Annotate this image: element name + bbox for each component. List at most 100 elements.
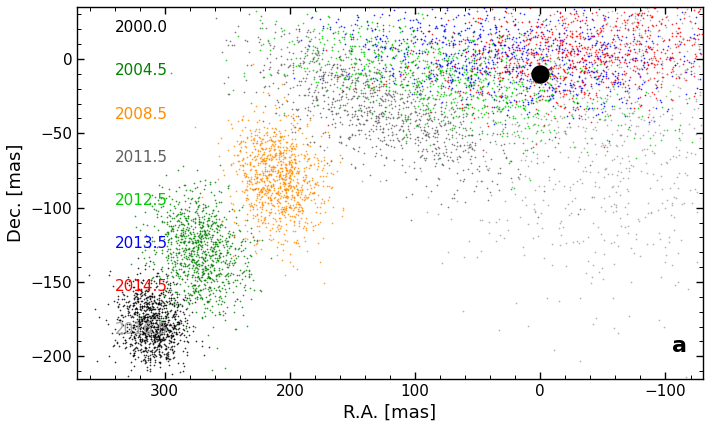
Point xyxy=(474,76,486,83)
Point xyxy=(441,52,452,59)
Point xyxy=(425,187,437,194)
Point xyxy=(358,48,369,55)
Point xyxy=(342,75,354,82)
Point xyxy=(130,305,141,312)
Point xyxy=(459,40,471,47)
Point xyxy=(317,50,328,57)
Point xyxy=(141,317,153,323)
Point xyxy=(317,92,329,99)
Point xyxy=(125,334,136,341)
Point xyxy=(414,121,425,127)
Point xyxy=(441,113,452,120)
Point xyxy=(657,110,669,117)
Point xyxy=(135,307,146,314)
Point xyxy=(441,65,452,72)
Point xyxy=(191,199,202,205)
Point xyxy=(183,294,195,301)
Point xyxy=(279,186,290,193)
Point xyxy=(224,245,235,252)
Point xyxy=(177,163,188,170)
Point xyxy=(433,96,444,103)
Point xyxy=(198,248,209,255)
Point xyxy=(477,152,488,159)
Point xyxy=(266,189,278,196)
Point xyxy=(399,63,410,70)
Point xyxy=(273,155,285,162)
Point xyxy=(148,320,159,326)
Point xyxy=(361,18,372,24)
Point xyxy=(349,75,361,82)
Point xyxy=(430,63,442,70)
Point xyxy=(471,68,483,75)
Point xyxy=(312,240,323,247)
Point xyxy=(276,207,288,214)
Point xyxy=(444,91,455,98)
Point xyxy=(635,85,647,92)
Point xyxy=(596,75,608,82)
Point xyxy=(577,78,588,85)
Point xyxy=(114,342,125,349)
Point xyxy=(318,154,329,160)
Point xyxy=(430,24,442,30)
Point xyxy=(176,210,187,217)
Point xyxy=(449,88,461,95)
Point xyxy=(567,27,578,34)
Point xyxy=(136,324,147,331)
Point xyxy=(280,173,291,180)
Point xyxy=(627,27,638,34)
Point xyxy=(439,34,451,41)
Point xyxy=(118,303,129,310)
Point xyxy=(274,173,285,180)
Point xyxy=(275,190,286,196)
Point xyxy=(166,329,178,336)
Point xyxy=(253,196,265,202)
Point xyxy=(385,72,396,79)
Point xyxy=(582,105,594,112)
Point xyxy=(275,209,287,216)
Point xyxy=(607,182,618,189)
Point xyxy=(624,168,635,175)
Point xyxy=(513,64,525,71)
Point xyxy=(192,246,203,253)
Point xyxy=(520,153,531,160)
Point xyxy=(170,329,182,336)
Point xyxy=(568,48,579,55)
Point xyxy=(586,32,597,39)
Point xyxy=(420,1,431,8)
Point xyxy=(656,57,667,64)
Point xyxy=(290,204,302,211)
Point xyxy=(336,72,347,79)
Point xyxy=(256,212,267,219)
Point xyxy=(502,103,513,109)
Point xyxy=(339,51,351,57)
Point xyxy=(292,266,303,273)
Point xyxy=(362,62,373,69)
Point xyxy=(308,189,320,196)
Point xyxy=(224,272,236,278)
Point xyxy=(574,206,586,213)
Point xyxy=(489,41,501,48)
Point xyxy=(437,260,448,266)
Point xyxy=(562,47,573,54)
Point xyxy=(155,353,166,360)
Point xyxy=(190,259,202,266)
Point xyxy=(425,79,436,86)
Point xyxy=(445,51,457,57)
Point xyxy=(150,331,161,338)
Point xyxy=(288,212,300,219)
Point xyxy=(219,309,231,316)
Point xyxy=(475,248,486,254)
Point xyxy=(223,233,234,240)
Point xyxy=(223,272,234,279)
Point xyxy=(615,58,626,65)
Point xyxy=(449,194,460,201)
Point xyxy=(612,152,623,159)
Point xyxy=(148,319,159,326)
Point xyxy=(652,84,663,91)
Point xyxy=(177,268,188,275)
Point xyxy=(248,186,260,193)
Point xyxy=(608,45,620,51)
Point xyxy=(256,157,267,164)
Point xyxy=(441,60,452,67)
Point xyxy=(553,30,564,36)
